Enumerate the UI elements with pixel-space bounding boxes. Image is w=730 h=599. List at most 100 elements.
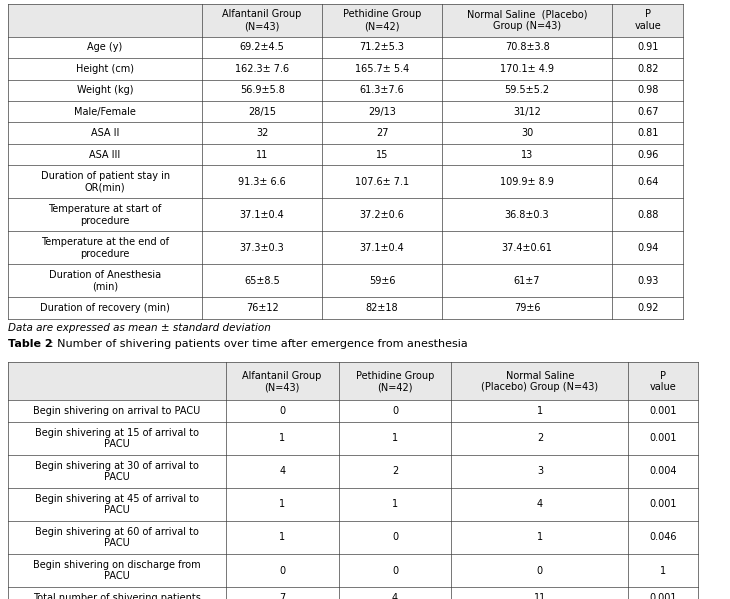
Text: 0.001: 0.001 [650,434,677,443]
Text: 37.1±0.4: 37.1±0.4 [240,210,285,220]
Text: Total number of shivering patients: Total number of shivering patients [33,593,201,599]
Text: 170.1± 4.9: 170.1± 4.9 [500,63,554,74]
Text: 28/15: 28/15 [248,107,276,117]
Text: Begin shivering at 30 of arrival to
PACU: Begin shivering at 30 of arrival to PACU [35,461,199,482]
Text: 0.93: 0.93 [637,276,658,286]
Text: 0: 0 [392,565,398,576]
Text: 65±8.5: 65±8.5 [245,276,280,286]
Text: 4: 4 [537,500,543,510]
Bar [612,4,683,37]
Text: 0.001: 0.001 [650,500,677,510]
Text: Alfantanil Group
(N=43): Alfantanil Group (N=43) [242,371,322,392]
Text: 82±18: 82±18 [366,303,399,313]
Text: 69.2±4.5: 69.2±4.5 [239,43,285,52]
Text: 37.2±0.6: 37.2±0.6 [360,210,404,220]
Text: 11: 11 [256,150,269,160]
Text: 70.8±3.8: 70.8±3.8 [504,43,550,52]
Text: 91.3± 6.6: 91.3± 6.6 [238,177,286,187]
Text: ASA II: ASA II [91,128,119,138]
Bar [322,4,442,37]
Text: 31/12: 31/12 [513,107,541,117]
Text: Begin shivering at 45 of arrival to
PACU: Begin shivering at 45 of arrival to PACU [35,494,199,515]
Text: 56.9±5.8: 56.9±5.8 [239,85,285,95]
Text: 109.9± 8.9: 109.9± 8.9 [500,177,554,187]
Text: 76±12: 76±12 [246,303,279,313]
Text: 27: 27 [376,128,388,138]
Text: Duration of recovery (min): Duration of recovery (min) [40,303,170,313]
Text: Height (cm): Height (cm) [76,63,134,74]
Text: Begin shivering on discharge from
PACU: Begin shivering on discharge from PACU [33,559,201,581]
Text: 0.82: 0.82 [637,63,658,74]
Text: 1: 1 [392,434,398,443]
Bar [451,362,629,401]
Text: Normal Saline  (Placebo)
Group (N=43): Normal Saline (Placebo) Group (N=43) [466,10,588,31]
Text: 36.8±0.3: 36.8±0.3 [504,210,550,220]
Text: Pethidine Group
(N=42): Pethidine Group (N=42) [356,371,434,392]
Text: 0.91: 0.91 [637,43,658,52]
Text: P
value: P value [634,10,661,31]
Text: 1: 1 [279,533,285,543]
Text: 1: 1 [537,533,543,543]
Text: 0.96: 0.96 [637,150,658,160]
Bar [629,362,699,401]
Text: Duration of Anesthesia
(min): Duration of Anesthesia (min) [49,270,161,292]
Text: Begin shivering at 15 of arrival to
PACU: Begin shivering at 15 of arrival to PACU [35,428,199,449]
Bar [442,4,612,37]
Text: 59±6: 59±6 [369,276,396,286]
Text: 59.5±5.2: 59.5±5.2 [504,85,550,95]
Text: 1: 1 [392,500,398,510]
Bar [339,362,451,401]
Text: 1: 1 [279,434,285,443]
Text: 2: 2 [392,467,398,476]
Text: 79±6: 79±6 [514,303,540,313]
Text: 4: 4 [279,467,285,476]
Text: 0.92: 0.92 [637,303,658,313]
Text: Weight (kg): Weight (kg) [77,85,134,95]
Text: 0.046: 0.046 [650,533,677,543]
Text: Begin shivering on arrival to PACU: Begin shivering on arrival to PACU [34,406,201,416]
Text: 0: 0 [392,406,398,416]
Text: 0: 0 [279,565,285,576]
Text: Temperature at start of
procedure: Temperature at start of procedure [48,204,162,226]
Text: 2: 2 [537,434,543,443]
Text: 29/13: 29/13 [368,107,396,117]
Bar [202,4,322,37]
Text: Pethidine Group
(N=42): Pethidine Group (N=42) [343,10,421,31]
Text: : Number of shivering patients over time after emergence from anesthesia: : Number of shivering patients over time… [50,340,467,349]
Bar [8,4,202,37]
Text: 165.7± 5.4: 165.7± 5.4 [355,63,410,74]
Text: 0.67: 0.67 [637,107,658,117]
Text: 3: 3 [537,467,543,476]
Text: 107.6± 7.1: 107.6± 7.1 [355,177,410,187]
Text: 15: 15 [376,150,388,160]
Text: 1: 1 [661,565,666,576]
Text: 0.004: 0.004 [650,467,677,476]
Text: 0.98: 0.98 [637,85,658,95]
Text: 0.81: 0.81 [637,128,658,138]
Text: 1: 1 [279,500,285,510]
Text: 4: 4 [392,593,398,599]
Text: Data are expressed as mean ± standard deviation: Data are expressed as mean ± standard de… [8,323,271,333]
Text: 1: 1 [537,406,543,416]
Text: 0.88: 0.88 [637,210,658,220]
Text: 0: 0 [537,565,543,576]
Bar [8,362,226,401]
Text: 13: 13 [521,150,533,160]
Text: Male/Female: Male/Female [74,107,136,117]
Text: Age (y): Age (y) [88,43,123,52]
Text: P
value: P value [650,371,677,392]
Text: Duration of patient stay in
OR(min): Duration of patient stay in OR(min) [41,171,169,193]
Text: Begin shivering at 60 of arrival to
PACU: Begin shivering at 60 of arrival to PACU [35,527,199,548]
Text: 0: 0 [392,533,398,543]
Bar [226,362,339,401]
Text: Alfantanil Group
(N=43): Alfantanil Group (N=43) [223,10,302,31]
Text: 0.64: 0.64 [637,177,658,187]
Text: Normal Saline
(Placebo) Group (N=43): Normal Saline (Placebo) Group (N=43) [481,371,599,392]
Text: Temperature at the end of
procedure: Temperature at the end of procedure [41,237,169,259]
Text: 0.001: 0.001 [650,406,677,416]
Text: 32: 32 [256,128,269,138]
Text: 11: 11 [534,593,546,599]
Text: 30: 30 [521,128,533,138]
Text: ASA III: ASA III [90,150,120,160]
Text: 37.3±0.3: 37.3±0.3 [240,243,285,253]
